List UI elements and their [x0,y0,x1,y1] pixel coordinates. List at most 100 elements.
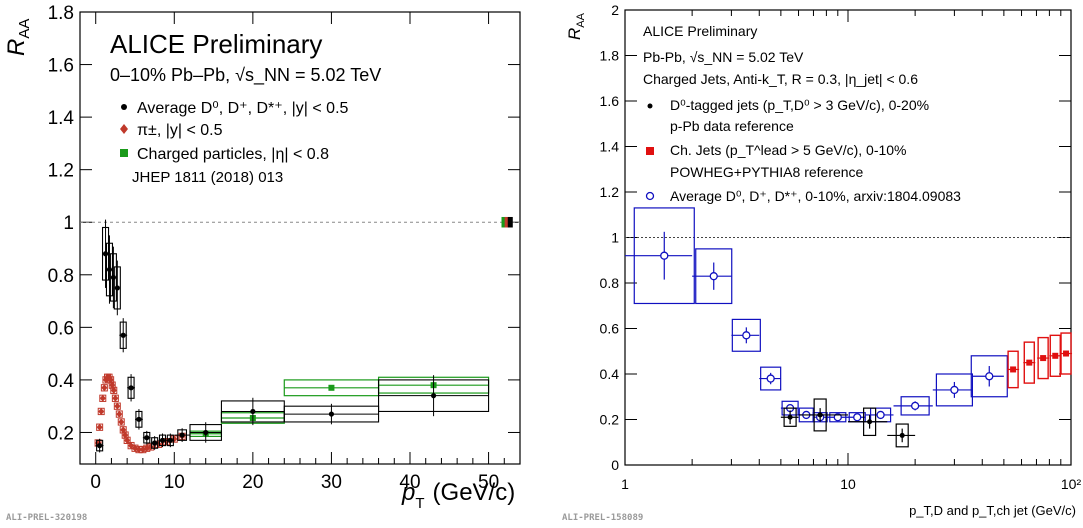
right-y-tick-label: 0 [611,457,619,473]
right-chjet-point [1063,350,1070,357]
right-dtag-point [817,412,823,418]
left-x-tick-label: 40 [399,472,420,493]
left-pion-point [118,418,125,426]
right-y-tick-label: 1.6 [600,93,620,109]
right-legend-marker-dtag [647,103,653,109]
right-avgd-point [910,401,920,411]
right-avgd-point [876,410,885,420]
right-chjet-point [1040,355,1047,362]
left-d-point [430,393,437,399]
right-legend-marker-avgd [645,191,655,201]
left-y-tick-label: 0.2 [48,423,74,444]
right-chjet-point [1052,352,1059,359]
left-d-point [97,443,103,449]
left-legend-label-d: Average D⁰, D⁺, D*⁺, |y| < 0.5 [137,100,349,117]
left-d-point [114,285,120,291]
left-x-tick-label: 20 [242,472,263,493]
left-d-point [167,437,173,443]
left-y-tick-label: 0.6 [48,318,74,339]
left-legend-marker-d [121,104,127,110]
left-data-marks [94,216,513,454]
right-y-tick-label: 1.4 [600,139,620,155]
right-y-label: RAA [565,12,587,40]
left-y-tick-label: 1.6 [48,56,74,77]
left-y-tick-label: 0.8 [48,266,74,287]
right-legend-sublabel-dtag: p-Pb data reference [670,118,794,134]
right-avgd-point [742,331,751,340]
left-d-point [328,411,335,417]
right-y-tick-label: 0.4 [600,366,620,382]
right-legend-marker-chjet [646,147,654,155]
left-pion-point [116,410,123,418]
right-y-tick-label: 1 [611,230,619,246]
right-subtitle: Pb-Pb, √s_NN = 5.02 TeV [643,49,804,65]
left-x-tick-label: 10 [164,472,185,493]
left-chart: 0.2 0.4 0.6 0.8 1 1.2 1.4 1.6 1.8 0 10 20 30 40 50 RAA… [3,3,521,523]
left-pion-point [99,394,106,402]
left-d-point [120,332,126,338]
left-pion-point [112,394,119,402]
left-d-point [159,437,166,443]
left-d-point [203,429,209,436]
left-normalisation-box [507,216,513,228]
left-y-label: RAA [3,19,33,56]
right-x-tick-label: 10 [840,476,856,492]
left-x-label: pT (GeV/c) [401,479,515,512]
left-y-tick-label: 1.2 [48,161,74,182]
left-d-point [144,435,150,441]
right-avgd-point [950,385,959,395]
right-avgd-point [709,272,718,281]
right-data-marks [625,207,1073,448]
left-legend: Average D⁰, D⁺, D*⁺, |y| < 0.5 π±, |y| <… [120,100,349,186]
right-avgd-point [660,251,669,260]
left-x-tick-label: 50 [478,472,499,493]
right-chjet-point [1026,359,1033,366]
left-d-point [128,385,134,391]
left-charged-point [328,384,335,391]
right-dtag-point [787,414,793,420]
left-d-point [136,416,142,422]
right-x-label: p_T,D and p_T,ch jet (GeV/c) [909,503,1076,518]
left-normalisation-box [501,216,507,228]
left-legend-label-pi: π±, |y| < 0.5 [137,122,223,139]
left-y-tick-label: 1.8 [48,3,74,24]
right-y-tick-label: 1.2 [600,184,620,200]
right-dtag-point [899,432,905,438]
right-title: ALICE Preliminary [643,23,757,39]
right-legend: D⁰-tagged jets (p_T,D⁰ > 3 GeV/c), 0-20%… [645,97,961,204]
right-y-tick-label: 0.2 [600,412,620,428]
right-axis-ticks: 0 0.2 0.4 0.6 0.8 1 1.2 1.4 1.6 1.8 2 1 10 10² [600,2,1082,492]
left-watermark: ALI-PREL-320198 [6,513,87,523]
right-legend-label-dtag: D⁰-tagged jets (p_T,D⁰ > 3 GeV/c), 0-20% [670,97,929,113]
left-pion-point [135,446,142,454]
left-d-point [152,440,158,446]
left-pion-point [98,407,105,415]
right-y-tick-label: 0.6 [600,321,620,337]
right-legend-label-chjet: Ch. Jets (p_T^lead > 5 GeV/c), 0-10% [670,142,907,158]
left-pion-point [110,386,117,394]
right-avgd-point [853,413,862,422]
right-avgd-point [766,374,775,383]
left-pion-point [96,423,103,431]
right-y-tick-label: 1.8 [600,48,620,64]
left-subtitle: 0–10% Pb–Pb, √s_NN = 5.02 TeV [110,65,381,86]
right-avgd-point [985,372,994,381]
right-y-tick-label: 2 [611,2,619,18]
left-d-point [250,408,256,415]
left-pion-point [128,442,135,450]
left-legend-marker-ch [120,149,128,157]
right-dtag-point [867,419,873,425]
left-title: ALICE Preliminary [110,29,322,59]
right-legend-label-avgd: Average D⁰, D⁺, D*⁺, 0-10%, arxiv:1804.0… [670,188,961,204]
left-y-tick-label: 1.4 [48,108,75,129]
right-x-tick-label: 10² [1061,476,1082,492]
left-axis-ticks: 0.2 0.4 0.6 0.8 1 1.2 1.4 1.6 1.8 0 10 20 30 40 50 [48,3,520,493]
left-x-tick-label: 0 [90,472,101,493]
right-chjet-point [1010,366,1017,373]
left-d-point [179,432,185,438]
right-x-tick-label: 1 [621,476,629,492]
right-y-tick-label: 0.8 [600,275,620,291]
left-pion-point [101,384,108,392]
left-pion-point [114,402,121,410]
